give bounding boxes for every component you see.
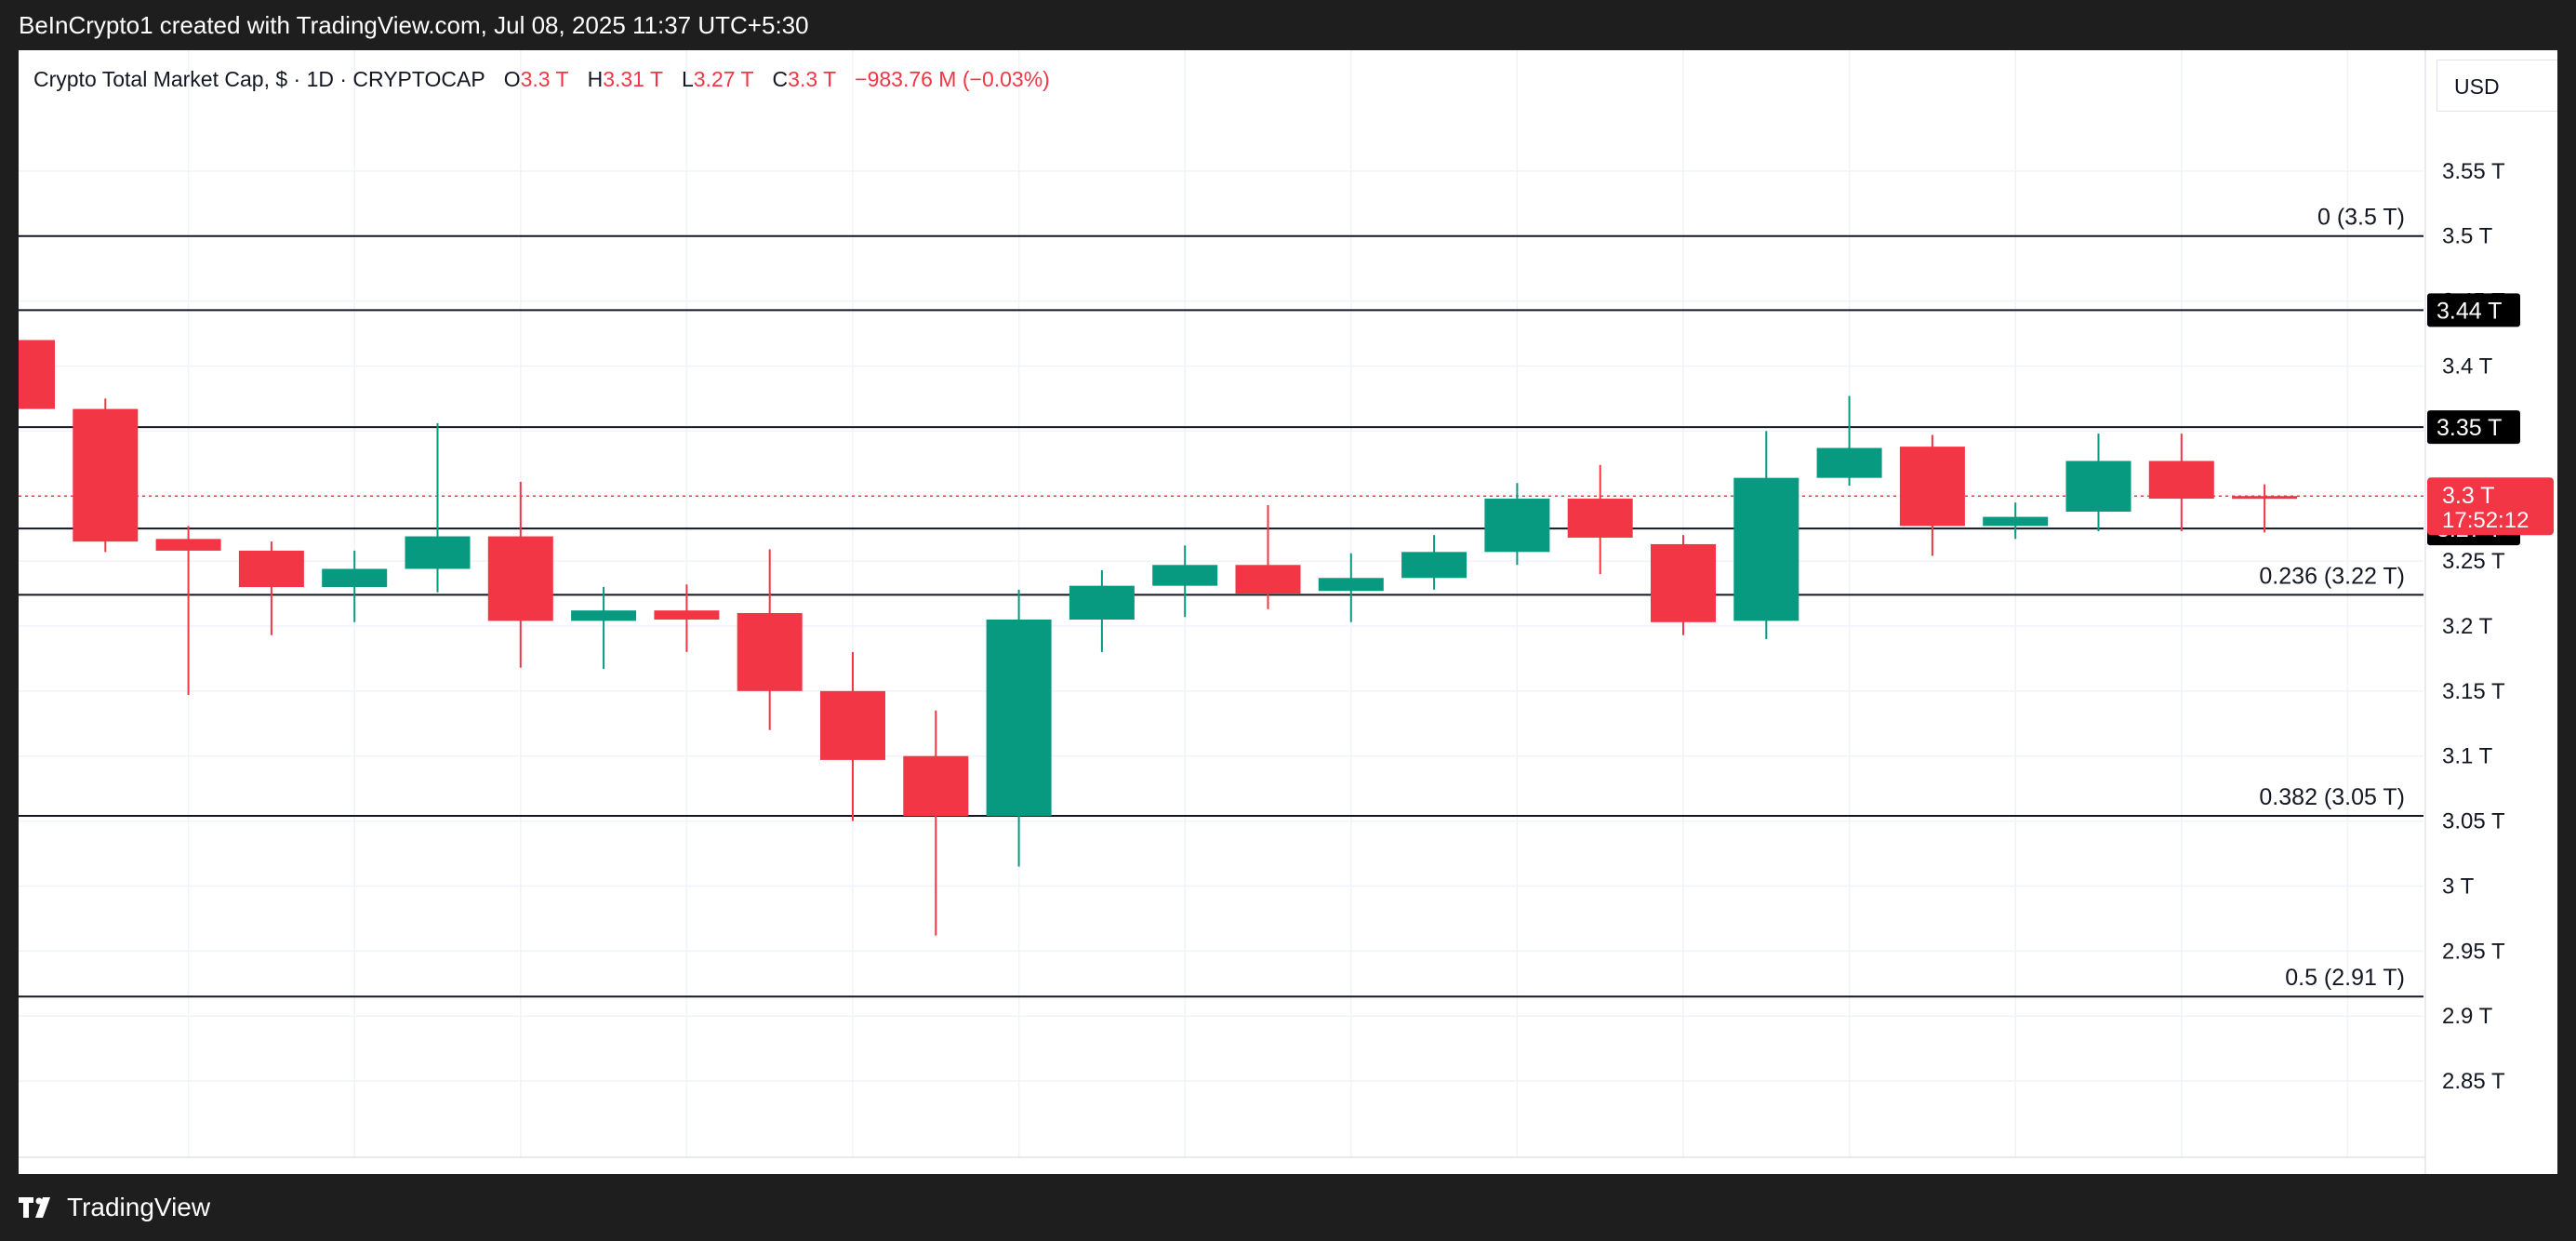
currency-selector[interactable]: USD — [2437, 60, 2557, 112]
candle-body — [737, 613, 803, 691]
candle-body — [571, 610, 637, 621]
candle-body — [73, 408, 139, 542]
candle-body — [1235, 565, 1301, 594]
change-value: −983.76 M (−0.03%) — [855, 67, 1050, 91]
y-tick-label: 2.95 T — [2442, 939, 2505, 964]
footer-bar: TradingView — [0, 1174, 2576, 1241]
candle-body — [1069, 585, 1135, 620]
candle-body — [1567, 499, 1633, 538]
open-label: O — [503, 67, 521, 91]
candle-body — [155, 539, 221, 551]
y-tick-label: 3.15 T — [2442, 679, 2505, 704]
candle-body — [986, 619, 1052, 816]
y-tick-label: 3.25 T — [2442, 549, 2505, 574]
level-badge — [2427, 293, 2520, 327]
candle-body — [1318, 578, 1384, 592]
y-tick-label: 3.5 T — [2442, 224, 2493, 249]
candle-body — [1816, 447, 1882, 478]
high-label: H — [587, 67, 604, 91]
level-label: 0 (3.5 T) — [2317, 205, 2405, 231]
candle-body — [1899, 447, 1965, 527]
symbol-legend: Crypto Total Market Cap, $ · 1D · CRYPTO… — [33, 67, 1050, 92]
open-value: 3.3 T — [520, 67, 569, 91]
candle-body — [322, 568, 388, 588]
current-price-badge — [2427, 477, 2554, 536]
y-tick-label: 3.4 T — [2442, 354, 2493, 379]
candle-body — [2065, 460, 2131, 512]
candle-body — [19, 340, 55, 409]
candle-body — [2232, 496, 2298, 500]
current-price-label: 3.3 T — [2442, 483, 2495, 509]
candle-body — [487, 536, 553, 621]
candle-body — [1401, 552, 1467, 579]
tradingview-brand: TradingView — [67, 1193, 211, 1221]
close-value: 3.3 T — [788, 67, 836, 91]
chart-panel[interactable]: 3.55 T3.5 T3.45 T3.4 T3.35 T3.3 T3.25 T3… — [19, 50, 2557, 1174]
candle-body — [1152, 565, 1218, 586]
high-value: 3.31 T — [603, 67, 663, 91]
candle-body — [654, 610, 720, 620]
candle-body — [820, 690, 885, 760]
candle-body — [1651, 543, 1716, 622]
candle-body — [405, 536, 471, 569]
y-tick-label: 2.85 T — [2442, 1069, 2505, 1094]
candlestick-chart[interactable]: 3.55 T3.5 T3.45 T3.4 T3.35 T3.3 T3.25 T3… — [19, 50, 2557, 1174]
y-tick-label: 2.9 T — [2442, 1004, 2493, 1029]
symbol-name: Crypto Total Market Cap, $ · 1D · CRYPTO… — [33, 67, 485, 91]
level-label: 0.5 (2.91 T) — [2285, 965, 2405, 991]
candle-body — [1733, 477, 1799, 621]
candle-body — [238, 550, 304, 588]
countdown-label: 17:52:12 — [2442, 508, 2529, 533]
level-badge-label: 3.44 T — [2437, 298, 2502, 324]
y-tick-label: 3.1 T — [2442, 744, 2493, 769]
level-label: 0.382 (3.05 T) — [2259, 784, 2405, 810]
candle-body — [903, 755, 969, 816]
level-label: 0.236 (3.22 T) — [2259, 563, 2405, 589]
candle-body — [1484, 499, 1550, 553]
low-value: 3.27 T — [693, 67, 754, 91]
chart-credit: BeInCrypto1 created with TradingView.com… — [19, 11, 809, 39]
low-label: L — [681, 67, 694, 91]
close-label: C — [772, 67, 789, 91]
y-tick-label: 3 T — [2442, 874, 2475, 899]
y-tick-label: 3.05 T — [2442, 809, 2505, 834]
candle-body — [1983, 516, 2049, 527]
candle-body — [2148, 460, 2214, 500]
y-tick-label: 3.55 T — [2442, 159, 2505, 184]
level-badge-label: 3.35 T — [2437, 415, 2502, 441]
level-badge — [2427, 410, 2520, 445]
tradingview-logo-icon — [19, 1197, 50, 1218]
y-tick-label: 3.2 T — [2442, 614, 2493, 639]
